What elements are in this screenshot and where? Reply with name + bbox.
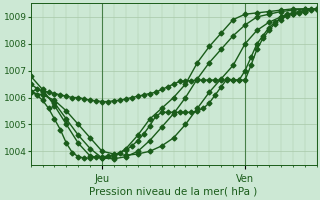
- X-axis label: Pression niveau de la mer( hPa ): Pression niveau de la mer( hPa ): [90, 187, 258, 197]
